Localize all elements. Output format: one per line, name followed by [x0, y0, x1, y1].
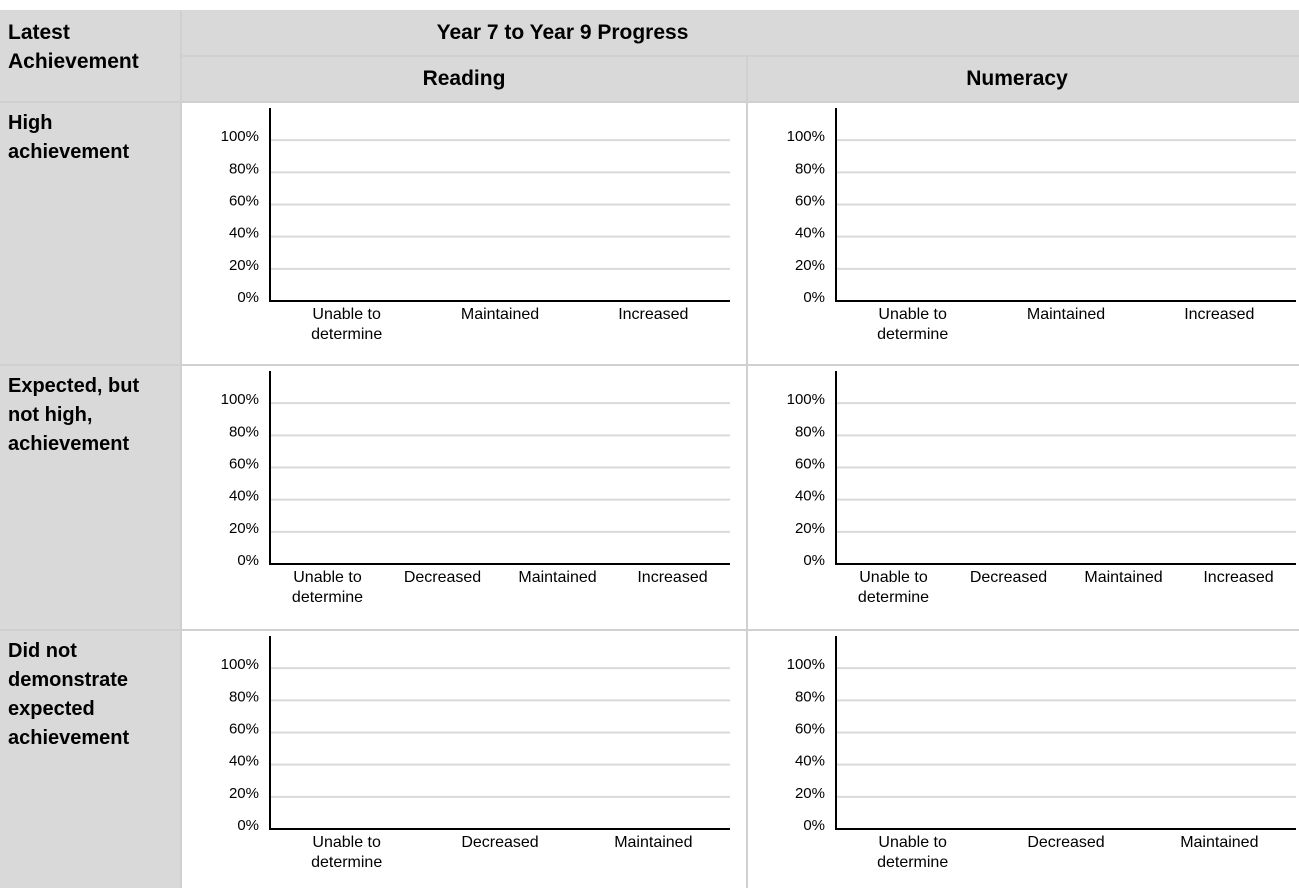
y-tick-label: 40% [229, 488, 259, 505]
y-tick-label: 80% [229, 423, 259, 440]
chart: 0% 20% 40% 60% 80% 100% [787, 371, 1296, 569]
y-tick-label: 100% [221, 391, 259, 408]
y-tick-label: 0% [237, 552, 259, 569]
x-tick-label: Unable to determine [857, 569, 930, 606]
x-tick-label: Maintained [614, 834, 693, 851]
y-tick-label: 80% [795, 423, 825, 440]
x-tick-label: Unable to determine [311, 834, 383, 871]
chart-cell: 0% 20% 40% 60% 80% 100% Unable to determine Mai… [748, 103, 1299, 364]
x-tick-label: Unable to determine [291, 569, 364, 606]
x-tick-label: Decreased [1027, 834, 1105, 851]
column-header: Numeracy [748, 57, 1299, 101]
x-tick-label: Maintained [1084, 569, 1163, 586]
chart-cell: 0% 20% 40% 60% 80% 100% Unable to determine Dec… [748, 366, 1299, 629]
x-tick-label: Increased [637, 569, 708, 586]
y-tick-label: 80% [795, 688, 825, 705]
column-header: Reading [182, 57, 746, 101]
x-tick-label: Unable to determine [877, 306, 949, 343]
chart: 0% 20% 40% 60% 80% 100% [787, 636, 1296, 834]
chart-cell: 0% 20% 40% 60% 80% 100% Unable to determine Mai… [182, 103, 746, 364]
y-tick-label: 0% [803, 552, 825, 569]
y-tick-label: 40% [795, 753, 825, 770]
progress-table: Latest Achievement Year 7 to Year 9 Prog… [0, 10, 1299, 888]
x-tick-label: Increased [1184, 306, 1255, 323]
y-tick-label: 20% [795, 257, 825, 274]
x-tick-label: Decreased [461, 834, 539, 851]
x-tick-label: Unable to determine [311, 306, 383, 343]
y-tick-label: 40% [795, 225, 825, 242]
x-tick-label: Unable to determine [877, 834, 949, 871]
x-tick-label: Increased [1203, 569, 1274, 586]
x-tick-label: Increased [618, 306, 689, 323]
y-tick-label: 60% [229, 720, 259, 737]
y-tick-label: 40% [795, 488, 825, 505]
y-tick-label: 60% [795, 720, 825, 737]
x-tick-label: Decreased [403, 569, 482, 586]
y-tick-label: 100% [787, 128, 825, 145]
x-tick-label: Maintained [1026, 306, 1106, 323]
row-label: Expected, but not high, achievement [0, 366, 180, 629]
y-tick-label: 100% [221, 656, 259, 673]
x-tick-label: Maintained [460, 306, 540, 323]
chart-cell: 0% 20% 40% 60% 80% 100% Unable to determine Dec… [182, 631, 746, 888]
y-tick-label: 80% [229, 160, 259, 177]
y-tick-label: 60% [795, 192, 825, 209]
chart: 0% 20% 40% 60% 80% 100% [221, 371, 730, 569]
y-tick-label: 20% [795, 520, 825, 537]
y-tick-label: 60% [229, 192, 259, 209]
y-tick-label: 20% [795, 785, 825, 802]
y-tick-label: 20% [229, 785, 259, 802]
row-label: Did not demonstrate expected achievement [0, 631, 180, 888]
y-tick-label: 60% [229, 455, 259, 472]
y-tick-label: 0% [803, 289, 825, 306]
y-tick-label: 0% [803, 817, 825, 834]
x-tick-label: Maintained [1180, 834, 1259, 851]
title-header: Year 7 to Year 9 Progress [182, 10, 1299, 55]
y-tick-label: 100% [221, 128, 259, 145]
corner-header: Latest Achievement [0, 10, 180, 101]
y-tick-label: 20% [229, 257, 259, 274]
x-tick-label: Decreased [969, 569, 1048, 586]
chart-cell: 0% 20% 40% 60% 80% 100% Unable to determine Dec… [182, 366, 746, 629]
y-tick-label: 0% [237, 289, 259, 306]
y-tick-label: 60% [795, 455, 825, 472]
chart: 0% 20% 40% 60% 80% 100% [221, 108, 730, 306]
chart: 0% 20% 40% 60% 80% 100% [787, 108, 1296, 306]
y-tick-label: 100% [787, 391, 825, 408]
chart-cell: 0% 20% 40% 60% 80% 100% Unable to determine Dec… [748, 631, 1299, 888]
y-tick-label: 20% [229, 520, 259, 537]
y-tick-label: 80% [229, 688, 259, 705]
y-tick-label: 100% [787, 656, 825, 673]
row-label: High achievement [0, 103, 180, 364]
y-tick-label: 40% [229, 753, 259, 770]
x-tick-label: Maintained [518, 569, 597, 586]
chart: 0% 20% 40% 60% 80% 100% [221, 636, 730, 834]
title-text: Year 7 to Year 9 Progress [436, 20, 689, 44]
y-tick-label: 0% [237, 817, 259, 834]
y-tick-label: 80% [795, 160, 825, 177]
y-tick-label: 40% [229, 225, 259, 242]
